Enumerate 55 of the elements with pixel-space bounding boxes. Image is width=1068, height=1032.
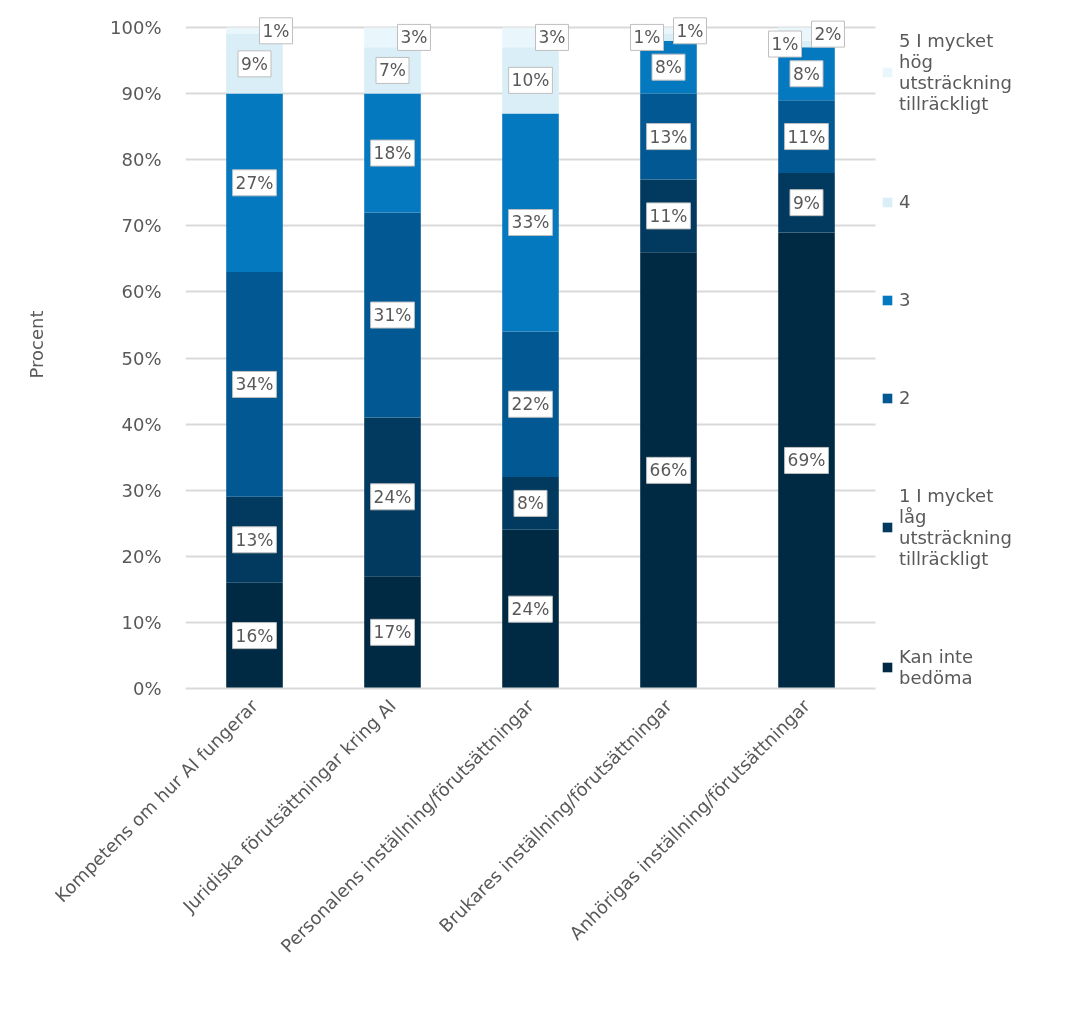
y-tick-label: 30% bbox=[121, 479, 162, 501]
bar bbox=[502, 529, 559, 689]
data-label: 34% bbox=[235, 374, 274, 395]
data-label: 1% bbox=[676, 20, 704, 41]
data-label: 8% bbox=[655, 57, 682, 78]
data-label: 1% bbox=[262, 20, 290, 41]
data-label: 13% bbox=[649, 126, 688, 147]
data-label: 11% bbox=[787, 126, 826, 147]
data-label: 17% bbox=[373, 622, 412, 643]
legend-label: 5 I mycket hög utsträckning tillräckligt bbox=[899, 30, 1012, 114]
data-label: 16% bbox=[235, 625, 274, 646]
y-tick-label: 80% bbox=[121, 149, 162, 171]
y-tick-label: 40% bbox=[121, 413, 162, 435]
legend-label: 4 bbox=[899, 191, 912, 212]
legend-label: 1 I mycket låg utsträckning tillräckligt bbox=[899, 485, 1012, 569]
y-tick-label: 60% bbox=[121, 281, 162, 303]
data-label: 10% bbox=[511, 70, 550, 91]
data-label: 33% bbox=[511, 212, 550, 233]
data-label: 24% bbox=[373, 486, 412, 507]
data-label: 24% bbox=[511, 599, 550, 620]
bar bbox=[226, 272, 283, 497]
data-label: 9% bbox=[241, 53, 268, 74]
legend-label: 3 bbox=[899, 289, 912, 310]
data-label: 69% bbox=[787, 450, 826, 471]
data-label: 8% bbox=[793, 63, 820, 84]
data-label: 1% bbox=[771, 34, 799, 55]
y-tick-label: 70% bbox=[121, 215, 162, 237]
data-label: 3% bbox=[538, 27, 566, 48]
data-label: 3% bbox=[400, 27, 428, 48]
y-axis-title: Procent bbox=[26, 310, 48, 379]
legend-label: 2 bbox=[899, 387, 912, 408]
y-tick-label: 100% bbox=[110, 17, 162, 38]
bar bbox=[364, 417, 421, 577]
data-label: 11% bbox=[649, 205, 688, 226]
y-tick-label: 0% bbox=[132, 678, 162, 699]
bar bbox=[640, 252, 697, 689]
data-label: 66% bbox=[649, 460, 688, 481]
data-label: 1% bbox=[633, 27, 661, 48]
data-label: 18% bbox=[373, 143, 412, 164]
y-tick-label: 20% bbox=[121, 545, 162, 567]
data-label: 31% bbox=[373, 305, 412, 326]
bar bbox=[778, 232, 835, 689]
bar bbox=[226, 93, 283, 273]
y-tick-label: 90% bbox=[121, 83, 162, 105]
legend-label: Kan inte bedöma bbox=[899, 646, 974, 688]
data-label: 27% bbox=[235, 172, 274, 193]
data-label: 8% bbox=[517, 493, 544, 514]
data-label: 22% bbox=[511, 394, 550, 415]
y-tick-label: 10% bbox=[121, 611, 162, 633]
data-label: 13% bbox=[235, 529, 274, 550]
data-label: 9% bbox=[793, 192, 820, 213]
data-label: 7% bbox=[379, 60, 406, 81]
data-label: 2% bbox=[814, 24, 842, 45]
y-tick-label: 50% bbox=[121, 347, 162, 369]
bar bbox=[502, 113, 559, 332]
